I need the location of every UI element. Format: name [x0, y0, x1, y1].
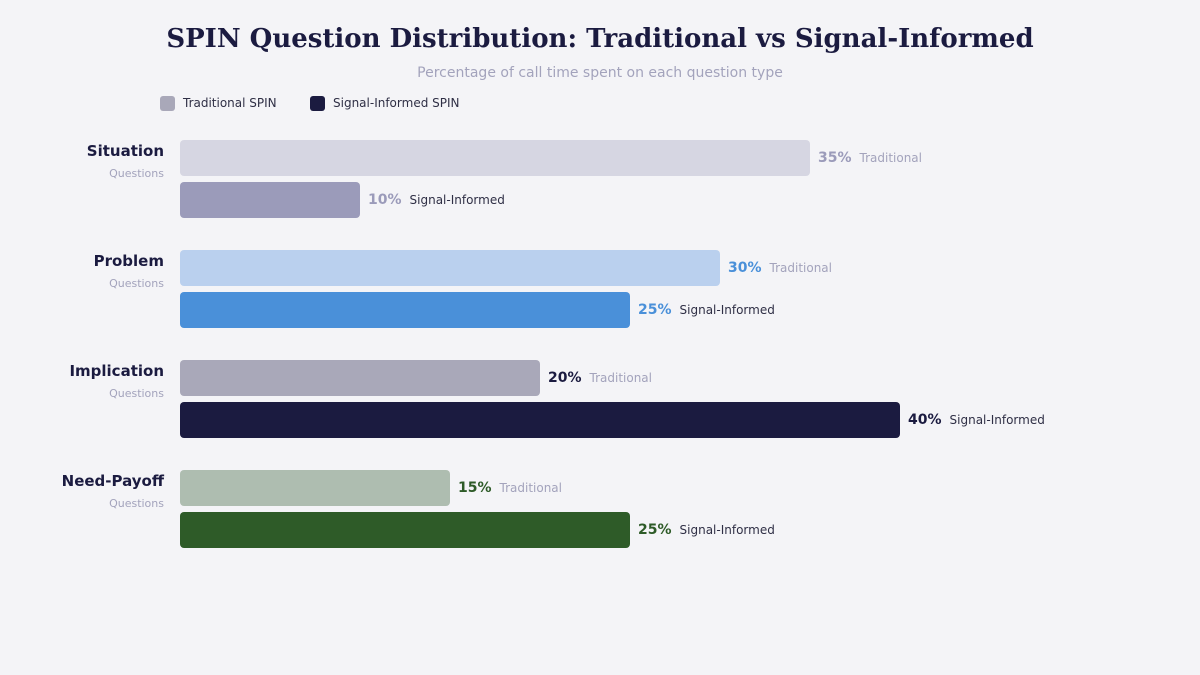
bar-series-label-need-payoff-traditional: Traditional: [499, 481, 562, 495]
bar-series-label-implication-traditional: Traditional: [589, 371, 652, 385]
category-label-need-payoff: Need-Payoff: [61, 472, 164, 490]
bar-need-payoff-traditional: [180, 470, 450, 506]
legend-label-traditional: Traditional SPIN: [183, 96, 277, 110]
bar-label-implication-signal-informed: 40% Signal-Informed: [908, 402, 1045, 438]
bar-implication-signal-informed: [180, 402, 900, 438]
chart-subtitle: Percentage of call time spent on each qu…: [417, 65, 783, 81]
legend-item-traditional: Traditional SPIN: [160, 94, 277, 112]
legend-swatch-traditional: [160, 95, 175, 111]
bar-situation-signal-informed: [180, 182, 360, 218]
bar-label-problem-signal-informed: 25% Signal-Informed: [638, 292, 775, 328]
bar-label-situation-signal-informed: 10% Signal-Informed: [368, 182, 505, 218]
bar-value-problem-traditional: 30%: [728, 260, 762, 276]
bar-label-situation-traditional: 35% Traditional: [818, 140, 922, 176]
bar-series-label-situation-signal-informed: Signal-Informed: [409, 193, 505, 207]
bar-label-problem-traditional: 30% Traditional: [728, 250, 832, 286]
category-label-problem: Problem: [93, 252, 164, 270]
category-sublabel-need-payoff: Questions: [109, 497, 164, 510]
bar-situation-traditional: [180, 140, 810, 176]
bar-value-need-payoff-traditional: 15%: [458, 480, 492, 496]
category-sublabel-problem: Questions: [109, 277, 164, 290]
bar-value-situation-signal-informed: 10%: [368, 192, 402, 208]
bar-problem-signal-informed: [180, 292, 630, 328]
bar-series-label-problem-traditional: Traditional: [769, 261, 832, 275]
bar-label-implication-traditional: 20% Traditional: [548, 360, 652, 396]
legend-item-signal-informed: Signal-Informed SPIN: [310, 94, 460, 112]
bar-series-label-situation-traditional: Traditional: [859, 151, 922, 165]
legend-swatch-signal-informed: [310, 95, 325, 111]
legend-label-signal-informed: Signal-Informed SPIN: [333, 96, 460, 110]
chart-title: SPIN Question Distribution: Traditional …: [166, 24, 1034, 54]
category-sublabel-situation: Questions: [109, 167, 164, 180]
category-label-implication: Implication: [69, 362, 164, 380]
bar-label-need-payoff-signal-informed: 25% Signal-Informed: [638, 512, 775, 548]
bar-series-label-problem-signal-informed: Signal-Informed: [679, 303, 775, 317]
category-sublabel-implication: Questions: [109, 387, 164, 400]
bar-implication-traditional: [180, 360, 540, 396]
bar-value-situation-traditional: 35%: [818, 150, 852, 166]
bar-value-implication-traditional: 20%: [548, 370, 582, 386]
bar-problem-traditional: [180, 250, 720, 286]
bar-need-payoff-signal-informed: [180, 512, 630, 548]
bar-label-need-payoff-traditional: 15% Traditional: [458, 470, 562, 506]
category-label-situation: Situation: [86, 142, 164, 160]
bar-value-implication-signal-informed: 40%: [908, 412, 942, 428]
bar-series-label-implication-signal-informed: Signal-Informed: [949, 413, 1045, 427]
bar-value-problem-signal-informed: 25%: [638, 302, 672, 318]
bar-value-need-payoff-signal-informed: 25%: [638, 522, 672, 538]
bar-series-label-need-payoff-signal-informed: Signal-Informed: [679, 523, 775, 537]
